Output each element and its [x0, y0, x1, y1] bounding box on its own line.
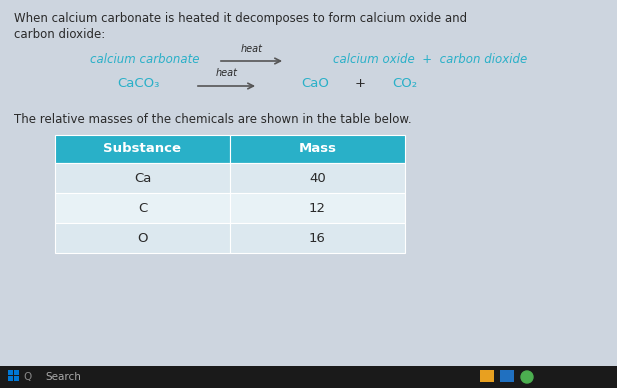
Bar: [8, 376, 13, 381]
Text: The relative masses of the chemicals are shown in the table below.: The relative masses of the chemicals are…: [14, 113, 412, 126]
Bar: [230, 135, 405, 163]
Text: heat: heat: [215, 68, 238, 78]
Text: Search: Search: [45, 372, 81, 382]
Text: 12: 12: [309, 201, 326, 215]
Text: 16: 16: [309, 232, 326, 244]
Text: heat: heat: [241, 44, 262, 54]
Text: O: O: [137, 232, 147, 244]
Bar: [14, 376, 19, 381]
Text: CO₂: CO₂: [392, 77, 418, 90]
Bar: [55, 223, 230, 253]
Text: carbon dioxide:: carbon dioxide:: [14, 28, 106, 41]
Text: CaO: CaO: [301, 77, 329, 90]
Bar: [8, 370, 13, 375]
Text: Substance: Substance: [104, 142, 181, 156]
Bar: [55, 163, 230, 193]
Circle shape: [521, 371, 533, 383]
Text: When calcium carbonate is heated it decomposes to form calcium oxide and: When calcium carbonate is heated it deco…: [14, 12, 467, 25]
Bar: [55, 193, 230, 223]
Text: CaCO₃: CaCO₃: [117, 77, 159, 90]
Bar: [230, 163, 405, 193]
Text: Mass: Mass: [299, 142, 336, 156]
Bar: [230, 223, 405, 253]
Bar: [230, 193, 405, 223]
Bar: [55, 135, 230, 163]
Text: Ca: Ca: [134, 171, 151, 185]
Bar: [0, 366, 617, 388]
Text: calcium oxide  +  carbon dioxide: calcium oxide + carbon dioxide: [333, 53, 527, 66]
Text: calcium carbonate: calcium carbonate: [90, 53, 200, 66]
Text: 40: 40: [309, 171, 326, 185]
Bar: [14, 370, 19, 375]
Bar: [500, 370, 514, 382]
Text: +: +: [355, 77, 365, 90]
Bar: [480, 370, 494, 382]
Text: C: C: [138, 201, 147, 215]
Text: Q: Q: [24, 372, 32, 382]
